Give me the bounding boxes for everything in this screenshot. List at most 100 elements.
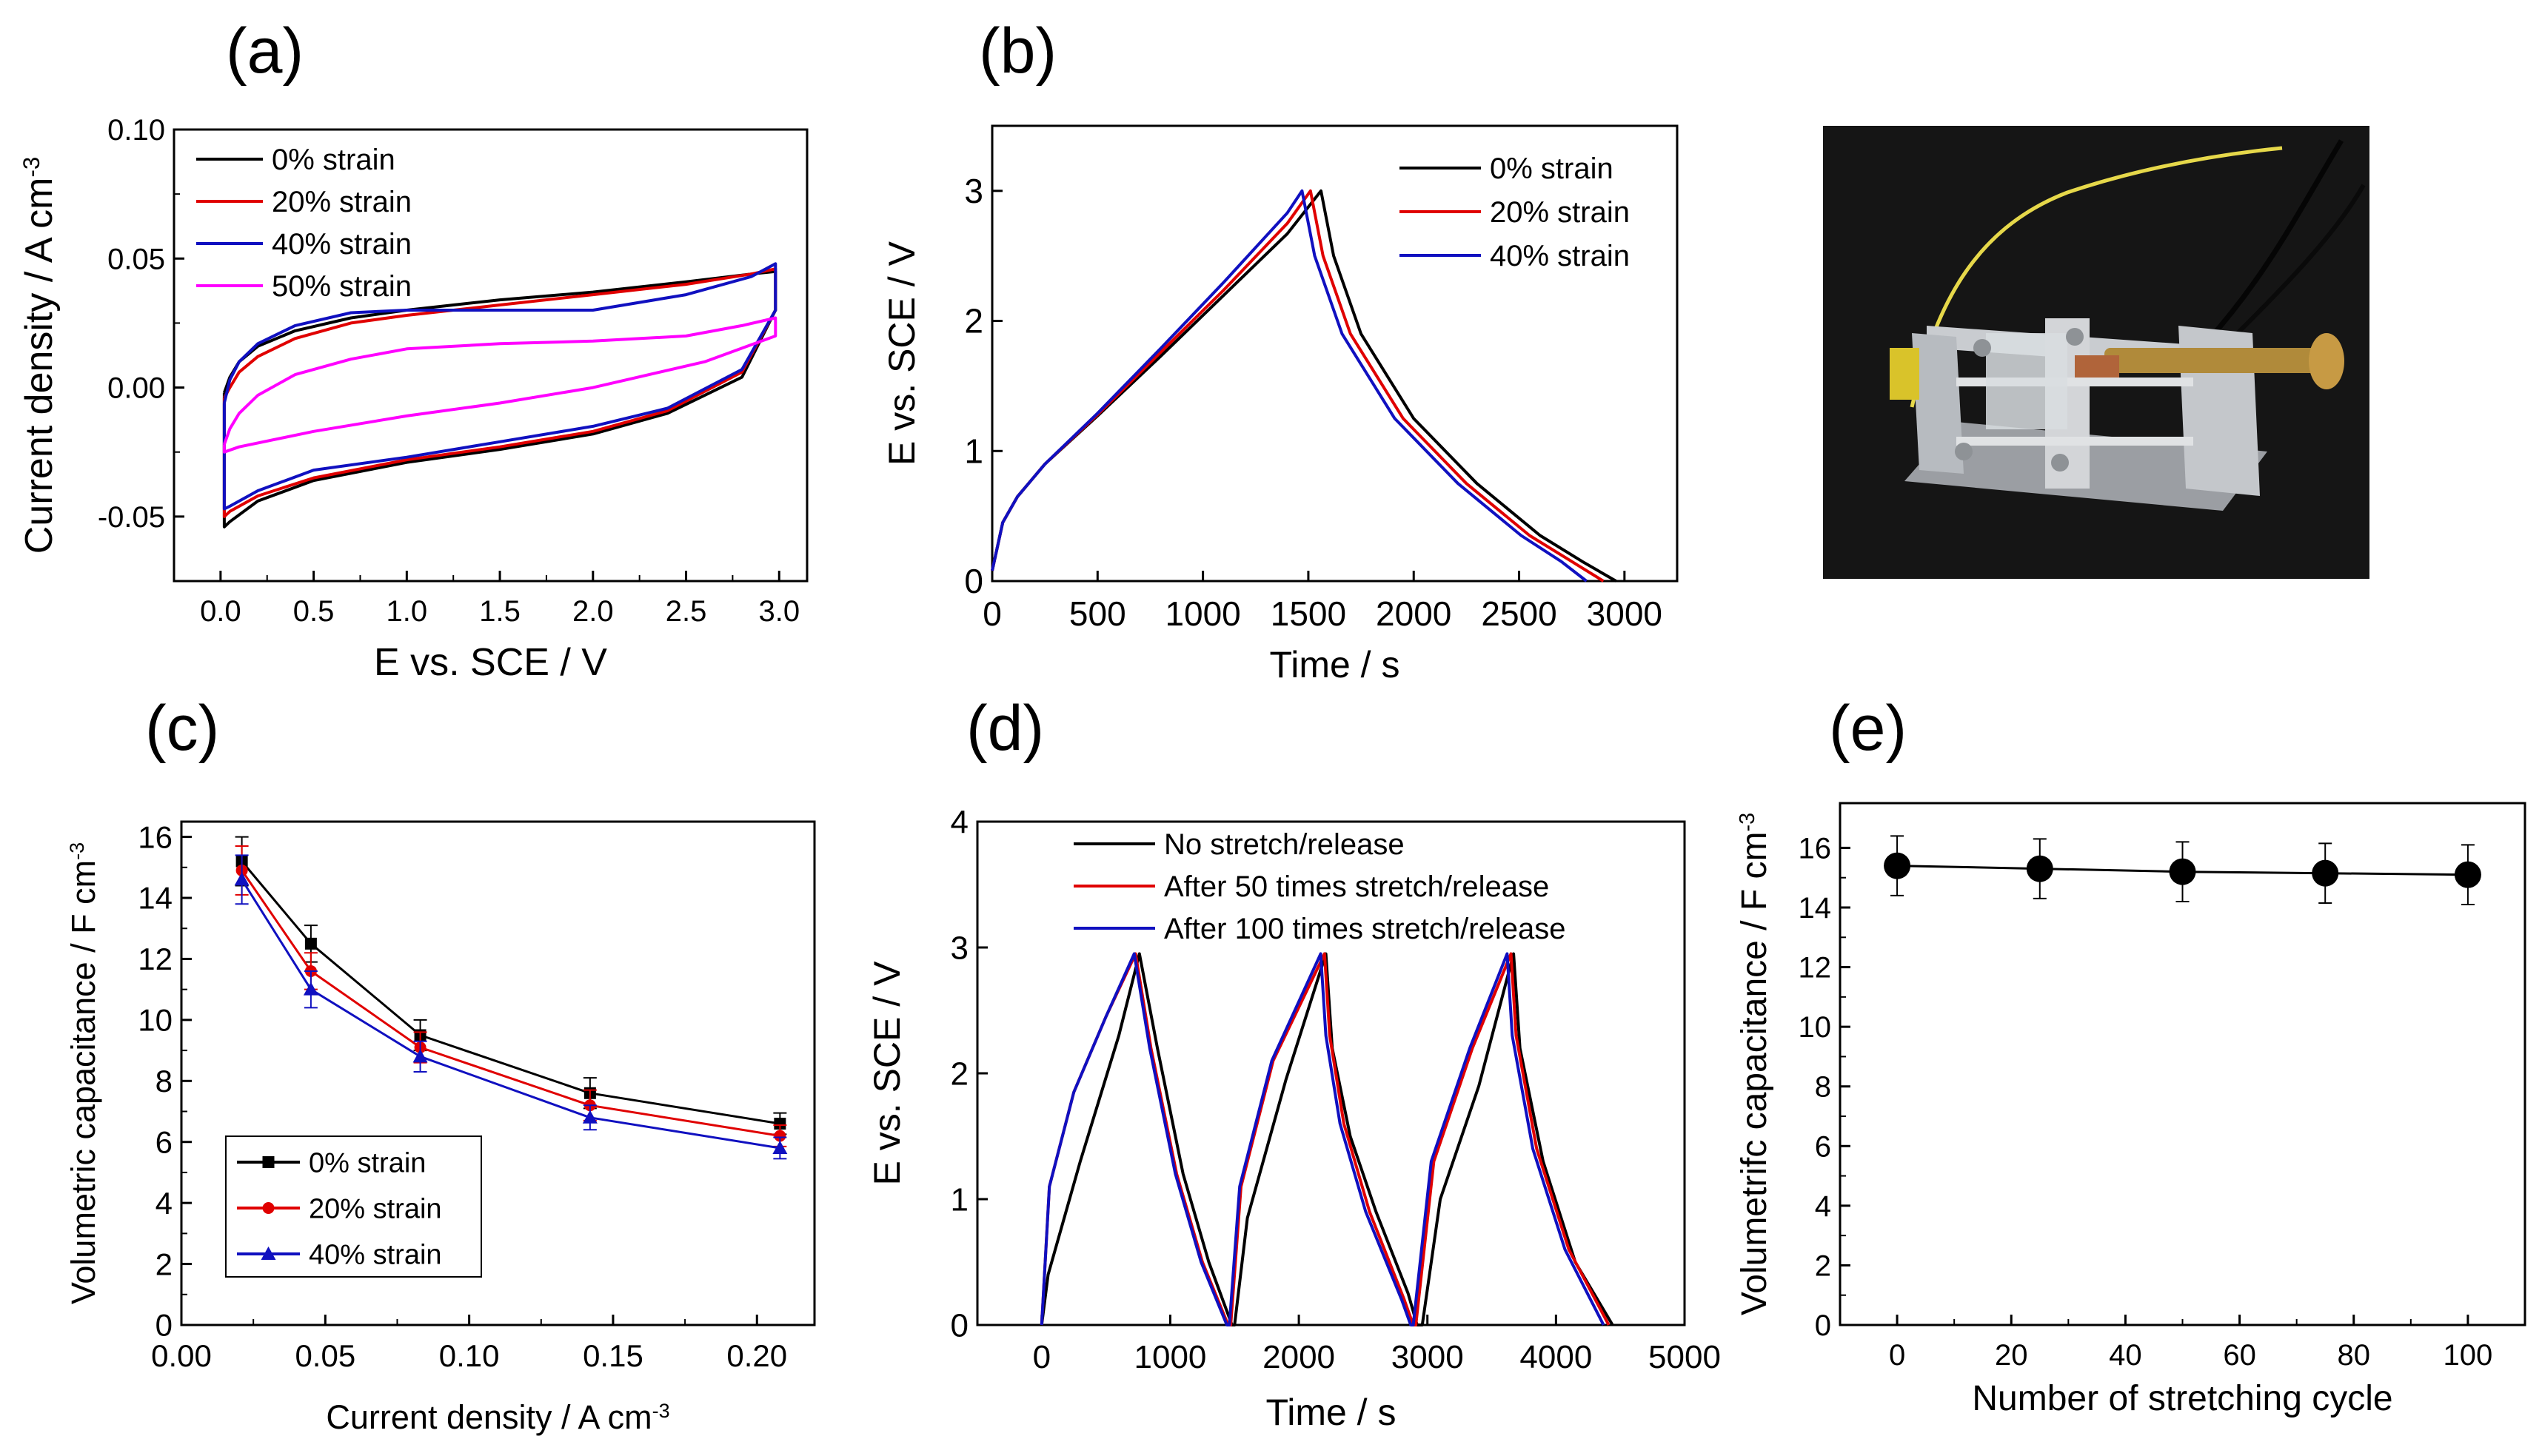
- x-tick-label: 3000: [1587, 594, 1662, 633]
- x-tick-label: 0.10: [439, 1338, 500, 1373]
- panel-label-e: (e): [1829, 693, 1907, 764]
- y-tick-label: 2: [1815, 1249, 1831, 1282]
- y-tick-label: 0: [951, 1307, 969, 1343]
- legend-label: 0% strain: [272, 144, 395, 176]
- legend-label: 0% strain: [1490, 152, 1613, 185]
- photo-screw-1: [1973, 339, 1991, 357]
- marker-circle: [774, 1130, 786, 1142]
- x-tick-label: 0.15: [583, 1338, 643, 1373]
- y-tick-label: 8: [1815, 1071, 1831, 1104]
- y-tick-label: 14: [138, 881, 173, 916]
- marker-triangle: [772, 1140, 788, 1154]
- y-axis-title-sup: -3: [1736, 813, 1759, 832]
- legend-label: 20% strain: [272, 186, 412, 218]
- x-axis-title: Number of stretching cycle: [1972, 1379, 2392, 1418]
- chart-c: 0.00 0.05 0.10 0.15 0.20 0 2 4 6 8 10 12 14 16 Current…: [64, 819, 816, 1436]
- y-tick-label: 0.10: [107, 114, 165, 147]
- photo-clip-yellow: [1890, 348, 1919, 400]
- y-axis-title-sup: -3: [66, 842, 88, 860]
- y-tick-label: 12: [1799, 952, 1832, 984]
- marker-triangle: [582, 1110, 598, 1124]
- y-tick-label: 6: [1815, 1130, 1831, 1163]
- marker-triangle: [303, 982, 318, 996]
- legend-label: 40% strain: [309, 1239, 442, 1270]
- photo-left-block: [1912, 333, 1964, 474]
- y-tick-label: 8: [155, 1064, 173, 1098]
- photo-screw-3: [1955, 443, 1973, 460]
- x-tick-label: 1.5: [479, 595, 521, 628]
- photo-sample-film: [1986, 333, 2067, 429]
- photo-knob: [2309, 333, 2344, 389]
- y-tick-label: 4: [1815, 1190, 1831, 1223]
- marker-triangle: [412, 1049, 428, 1063]
- photo-screw-2: [2066, 328, 2084, 346]
- marker-dot: [2312, 859, 2339, 887]
- marker-square: [304, 937, 317, 950]
- y-tick-label: 4: [951, 804, 969, 840]
- series-line-20-strain: [222, 267, 777, 518]
- device-illustration: [1890, 139, 2366, 511]
- series-line-40-strain: [241, 879, 780, 1150]
- y-tick-label: 4: [155, 1186, 173, 1221]
- x-tick-label: 1000: [1165, 594, 1240, 633]
- chart-d: 0 1000 2000 3000 4000 5000 0 1 2 3 4 Time / s E vs. …: [866, 804, 1721, 1433]
- y-tick-label: 0: [1815, 1309, 1831, 1342]
- marker-dot: [2169, 858, 2196, 885]
- plot-frame: [173, 128, 809, 583]
- x-tick-label: 500: [1069, 594, 1126, 633]
- series-line-20-strain: [241, 870, 780, 1137]
- y-tick-label: 0: [155, 1308, 173, 1343]
- legend-label: No stretch/release: [1164, 828, 1405, 861]
- y-axis-title: Current density / A cm-3: [18, 157, 61, 554]
- x-axis-title: Time / s: [1266, 1392, 1397, 1433]
- y-axis-title-sup: -3: [19, 157, 44, 178]
- y-tick-label: 2: [964, 302, 983, 340]
- stretching-device-photo: [1823, 126, 2369, 579]
- marker-dot: [1884, 852, 1911, 879]
- y-tick-label: 6: [155, 1124, 173, 1159]
- x-tick-label: 3000: [1391, 1339, 1464, 1375]
- x-tick-label: 5000: [1648, 1339, 1721, 1375]
- x-axis-title: E vs. SCE / V: [374, 641, 607, 684]
- y-axis-title: Volumetric capacitance / F cm-3: [64, 842, 102, 1304]
- plot-frame: [180, 820, 816, 1326]
- x-tick-label: 2.5: [666, 595, 707, 628]
- legend-label: 40% strain: [1490, 240, 1630, 272]
- y-tick-label: 10: [138, 1003, 173, 1038]
- x-tick-label: 0.0: [200, 595, 241, 628]
- legend-label: 20% strain: [1490, 196, 1630, 229]
- photo-rod-bottom: [1956, 437, 2193, 446]
- y-tick-label: 16: [1799, 832, 1832, 865]
- x-tick-label: 0: [1033, 1339, 1051, 1375]
- y-tick-label: 3: [951, 930, 969, 966]
- series-line-40-strain: [222, 262, 777, 511]
- x-tick-label: 0.05: [295, 1338, 355, 1373]
- x-tick-label: 100: [2444, 1339, 2493, 1372]
- marker-square: [262, 1156, 275, 1168]
- series-line-50-strain: [222, 316, 777, 454]
- y-axis-title: E vs. SCE / V: [866, 961, 908, 1186]
- legend-label: 50% strain: [272, 270, 412, 303]
- x-tick-label: 60: [2223, 1339, 2256, 1372]
- panel-label-d: (d): [966, 693, 1044, 764]
- y-tick-label: 14: [1799, 892, 1832, 925]
- marker-triangle: [234, 872, 250, 886]
- legend-label: 40% strain: [272, 228, 412, 261]
- x-tick-label: 2000: [1376, 594, 1451, 633]
- x-tick-label: 0.20: [726, 1338, 787, 1373]
- photo-cable-black: [2206, 139, 2344, 343]
- chart-b: 0 500 1000 1500 2000 2500 3000 0 1 2 3 Time / s E vs…: [881, 124, 1679, 685]
- photo-screw-4: [2051, 454, 2069, 472]
- x-axis-title: Time / s: [1270, 644, 1400, 685]
- x-tick-label: 80: [2338, 1339, 2371, 1372]
- y-tick-label: 16: [138, 819, 173, 854]
- x-tick-label: 0: [983, 594, 1002, 633]
- y-axis-title: E vs. SCE / V: [881, 241, 923, 466]
- chart-a: 0.0 0.5 1.0 1.5 2.0 2.5 3.0 -0.05 0.00 0.05 0.10 E …: [18, 114, 809, 684]
- panel-label-b: (b): [979, 16, 1057, 87]
- marker-square: [774, 1118, 786, 1130]
- x-tick-label: 2000: [1262, 1339, 1335, 1375]
- x-tick-label: 0.00: [151, 1338, 212, 1373]
- series-line-0-strain: [241, 860, 780, 1125]
- legend-label: 0% strain: [309, 1147, 426, 1178]
